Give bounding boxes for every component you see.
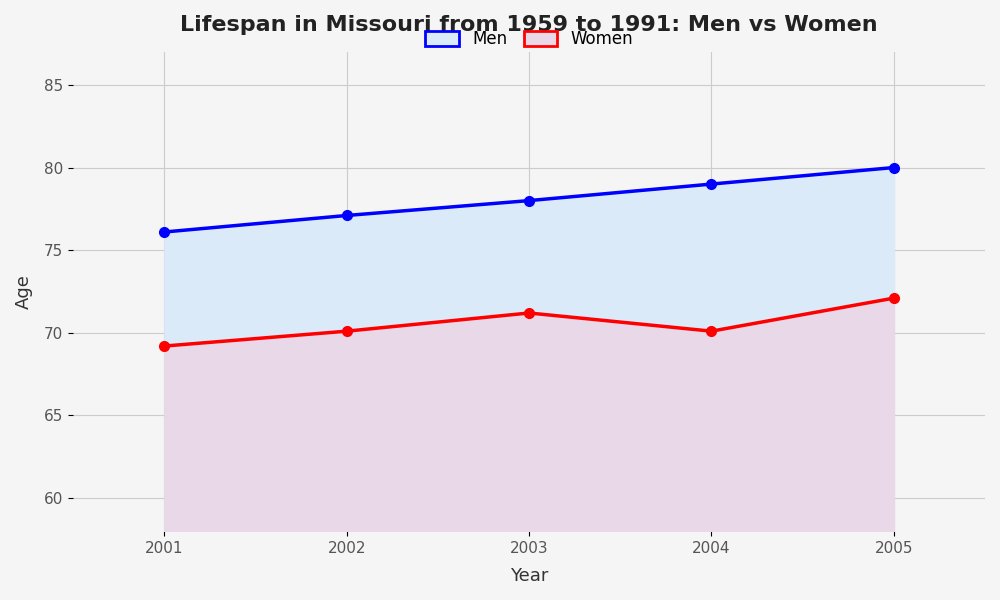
Men xyxy=(523,197,535,204)
Women xyxy=(523,310,535,317)
Line: Men: Men xyxy=(160,163,899,237)
Title: Lifespan in Missouri from 1959 to 1991: Men vs Women: Lifespan in Missouri from 1959 to 1991: … xyxy=(180,15,878,35)
Men xyxy=(341,212,353,219)
Line: Women: Women xyxy=(160,293,899,351)
Women xyxy=(158,343,170,350)
Women xyxy=(341,328,353,335)
X-axis label: Year: Year xyxy=(510,567,548,585)
Women xyxy=(888,295,900,302)
Men xyxy=(705,181,717,188)
Legend: Men, Women: Men, Women xyxy=(417,22,641,56)
Men xyxy=(888,164,900,171)
Y-axis label: Age: Age xyxy=(15,274,33,309)
Men xyxy=(158,229,170,236)
Women xyxy=(705,328,717,335)
